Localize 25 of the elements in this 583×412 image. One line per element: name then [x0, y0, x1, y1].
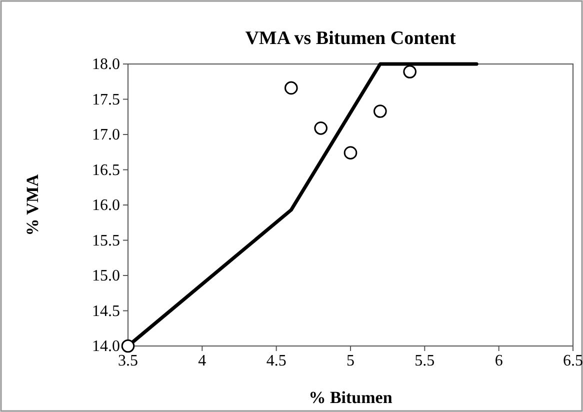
- x-tick-label: 6: [494, 352, 503, 370]
- y-tick-label: 14.0: [92, 338, 120, 356]
- chart-title: VMA vs Bitumen Content: [245, 28, 456, 49]
- x-tick-label: 6.5: [563, 352, 583, 370]
- y-tick-label: 16.5: [92, 162, 120, 179]
- y-tick-label: 15.0: [92, 268, 120, 285]
- y-tick-label: 18.0: [92, 56, 120, 74]
- point: [344, 146, 358, 160]
- y-tick-label: 17.5: [92, 91, 120, 108]
- point: [374, 104, 387, 118]
- x-tick-label: 5.5: [414, 352, 435, 370]
- point: [121, 339, 135, 353]
- x-tick-label: 4: [198, 352, 206, 370]
- y-tick-label: 14.5: [92, 302, 120, 320]
- y-tick-label: 15.5: [92, 232, 120, 250]
- x-tick-label: 4.5: [266, 352, 286, 370]
- x-tick-label: 3.5: [118, 352, 138, 370]
- y-tick-label: 17.0: [92, 126, 120, 144]
- x-tick-label: 5: [346, 352, 354, 370]
- x-axis-title: % Bitumen: [308, 388, 393, 407]
- point: [314, 122, 328, 135]
- y-tick-label: 16.0: [92, 197, 120, 214]
- point: [284, 81, 298, 95]
- point: [403, 65, 416, 78]
- y-axis-title: % VMA: [23, 174, 42, 236]
